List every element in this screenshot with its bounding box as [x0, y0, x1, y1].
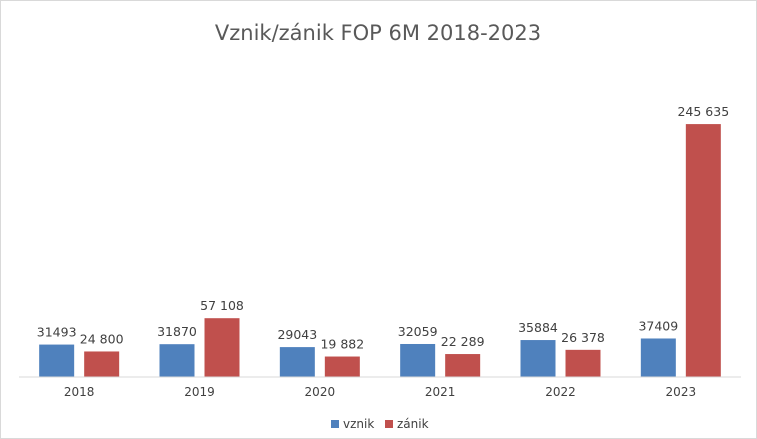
bar-zánik-2018 — [84, 351, 120, 377]
data-label-zánik-2019: 57 108 — [200, 298, 244, 313]
bar-vznik-2019 — [159, 344, 195, 377]
legend-label-zánik: zánik — [397, 417, 429, 431]
legend: vznik zánik — [331, 417, 429, 431]
bar-zánik-2022 — [565, 349, 601, 377]
x-tick-label-2023: 2023 — [666, 385, 697, 399]
bar-zánik-2021 — [445, 354, 481, 377]
data-label-vznik-2018: 31493 — [37, 325, 77, 340]
data-label-zánik-2023: 245 635 — [677, 104, 729, 119]
legend-swatch-zánik — [385, 420, 393, 428]
data-label-zánik-2018: 24 800 — [80, 331, 124, 346]
chart-title: Vznik/zánik FOP 6M 2018-2023 — [215, 21, 541, 45]
bars-group — [39, 124, 721, 377]
data-label-zánik-2020: 19 882 — [320, 337, 364, 352]
legend-swatch-vznik — [331, 420, 339, 428]
bar-vznik-2018 — [39, 344, 75, 377]
x-tick-label-2020: 2020 — [305, 385, 336, 399]
x-tick-label-2022: 2022 — [545, 385, 576, 399]
bar-zánik-2023 — [685, 124, 721, 377]
bar-zánik-2020 — [324, 356, 360, 377]
data-label-vznik-2020: 29043 — [277, 327, 317, 342]
data-label-vznik-2022: 35884 — [518, 320, 558, 335]
bar-vznik-2021 — [400, 343, 436, 377]
x-tick-label-2019: 2019 — [184, 385, 215, 399]
bar-vznik-2022 — [520, 340, 556, 377]
x-tick-label-2021: 2021 — [425, 385, 456, 399]
bar-vznik-2023 — [640, 338, 676, 377]
bar-vznik-2020 — [279, 347, 315, 377]
x-tick-labels-group: 2018 2019 2020 2021 2022 2023 — [64, 385, 696, 399]
data-label-zánik-2022: 26 378 — [561, 330, 605, 345]
data-label-vznik-2019: 31870 — [157, 324, 197, 339]
data-label-vznik-2021: 32059 — [398, 324, 438, 339]
x-tick-label-2018: 2018 — [64, 385, 95, 399]
data-label-vznik-2023: 37409 — [638, 318, 678, 333]
legend-label-vznik: vznik — [343, 417, 374, 431]
bar-zánik-2019 — [204, 318, 240, 377]
data-label-zánik-2021: 22 289 — [441, 334, 485, 349]
